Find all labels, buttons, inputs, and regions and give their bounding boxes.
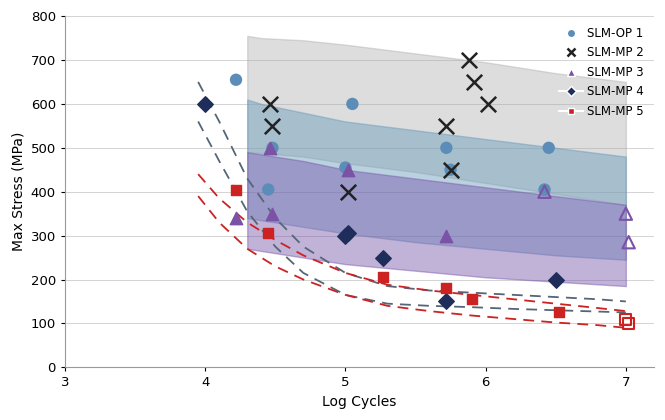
- X-axis label: Log Cycles: Log Cycles: [323, 395, 396, 409]
- Point: [231, 186, 241, 193]
- Point: [466, 296, 477, 303]
- Point: [378, 274, 388, 281]
- Point: [441, 144, 452, 151]
- Point: [441, 232, 452, 239]
- Point: [539, 188, 550, 195]
- Point: [620, 317, 631, 323]
- Point: [267, 210, 278, 217]
- Point: [378, 254, 388, 261]
- Point: [553, 309, 564, 316]
- Point: [231, 215, 241, 221]
- Point: [623, 239, 634, 246]
- Point: [543, 144, 554, 151]
- Point: [231, 76, 241, 83]
- Point: [623, 320, 634, 327]
- Point: [483, 100, 493, 107]
- Point: [267, 144, 278, 151]
- Point: [340, 232, 350, 239]
- Point: [343, 188, 354, 195]
- Point: [441, 298, 452, 305]
- Point: [265, 144, 275, 151]
- Legend: SLM-OP 1, SLM-MP 2, SLM-MP 3, SLM-MP 4, SLM-MP 5: SLM-OP 1, SLM-MP 2, SLM-MP 3, SLM-MP 4, …: [555, 22, 648, 123]
- Point: [446, 166, 456, 173]
- Point: [340, 164, 350, 171]
- Point: [551, 276, 561, 283]
- Point: [620, 210, 631, 217]
- Y-axis label: Max Stress (MPa): Max Stress (MPa): [11, 132, 25, 252]
- Point: [347, 100, 358, 107]
- Point: [343, 166, 354, 173]
- Point: [539, 186, 550, 193]
- Point: [200, 100, 211, 107]
- Point: [343, 230, 354, 237]
- Point: [464, 57, 474, 63]
- Point: [469, 79, 479, 85]
- Point: [446, 166, 456, 173]
- Point: [267, 123, 278, 129]
- Point: [441, 123, 452, 129]
- Point: [263, 230, 273, 237]
- Point: [441, 285, 452, 291]
- Point: [263, 186, 273, 193]
- Point: [265, 100, 275, 107]
